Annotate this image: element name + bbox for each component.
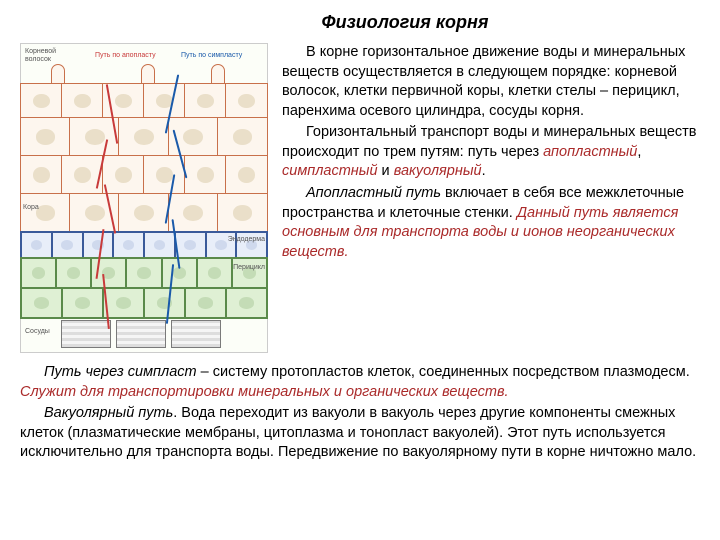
cortex-row	[21, 156, 267, 194]
para-2: Горизонтальный транспорт воды и минераль…	[282, 123, 700, 182]
para2-hl2: симпластный	[282, 163, 378, 179]
label-endoderm: Эндодерма	[228, 236, 265, 243]
para4-hl: Служит для транспортировки минеральных и…	[20, 384, 509, 400]
para4-pre: Путь через симпласт	[44, 364, 197, 380]
para2-post: .	[482, 163, 486, 179]
para5-pre: Вакуолярный путь	[44, 405, 173, 421]
top-section: Корневой волосок Путь по апопласту Путь …	[20, 43, 700, 353]
para2-hl1: апопластный	[543, 144, 637, 160]
label-path-apoplast: Путь по апопласту	[95, 52, 156, 59]
para2-mid2: и	[378, 163, 394, 179]
page-title: Физиология корня	[20, 12, 700, 33]
label-cortex: Кора	[23, 204, 39, 211]
right-text: В корне горизонтальное движение воды и м…	[282, 43, 700, 353]
vessel	[171, 320, 221, 348]
label-hair-2: волосок	[25, 56, 51, 63]
stele-row	[21, 288, 267, 318]
cortex-row	[21, 118, 267, 156]
pericycle-row	[21, 258, 267, 288]
para-4: Путь через симпласт – систему протопласт…	[20, 363, 700, 402]
para-5: Вакуолярный путь. Вода переходит из ваку…	[20, 404, 700, 463]
bottom-text: Путь через симпласт – систему протопласт…	[20, 363, 700, 463]
vessel	[116, 320, 166, 348]
para-3: Апопластный путь включает в себя все меж…	[282, 184, 700, 262]
para4-mid: – систему протопластов клеток, соединенн…	[197, 364, 690, 380]
para2-hl3: вакуолярный	[394, 163, 482, 179]
cortex-row	[21, 194, 267, 232]
root-diagram: Корневой волосок Путь по апопласту Путь …	[20, 43, 268, 353]
label-hair-1: Корневой	[25, 48, 56, 55]
vessel	[61, 320, 111, 348]
label-path-symplast: Путь по симпласту	[181, 52, 242, 59]
para3-pre: Апопластный путь	[306, 185, 441, 201]
para2-mid1: ,	[637, 144, 641, 160]
epidermis-row	[21, 84, 267, 118]
para-1: В корне горизонтальное движение воды и м…	[282, 43, 700, 121]
label-vessels: Сосуды	[25, 328, 50, 335]
label-pericycle: Перицикл	[233, 264, 265, 271]
